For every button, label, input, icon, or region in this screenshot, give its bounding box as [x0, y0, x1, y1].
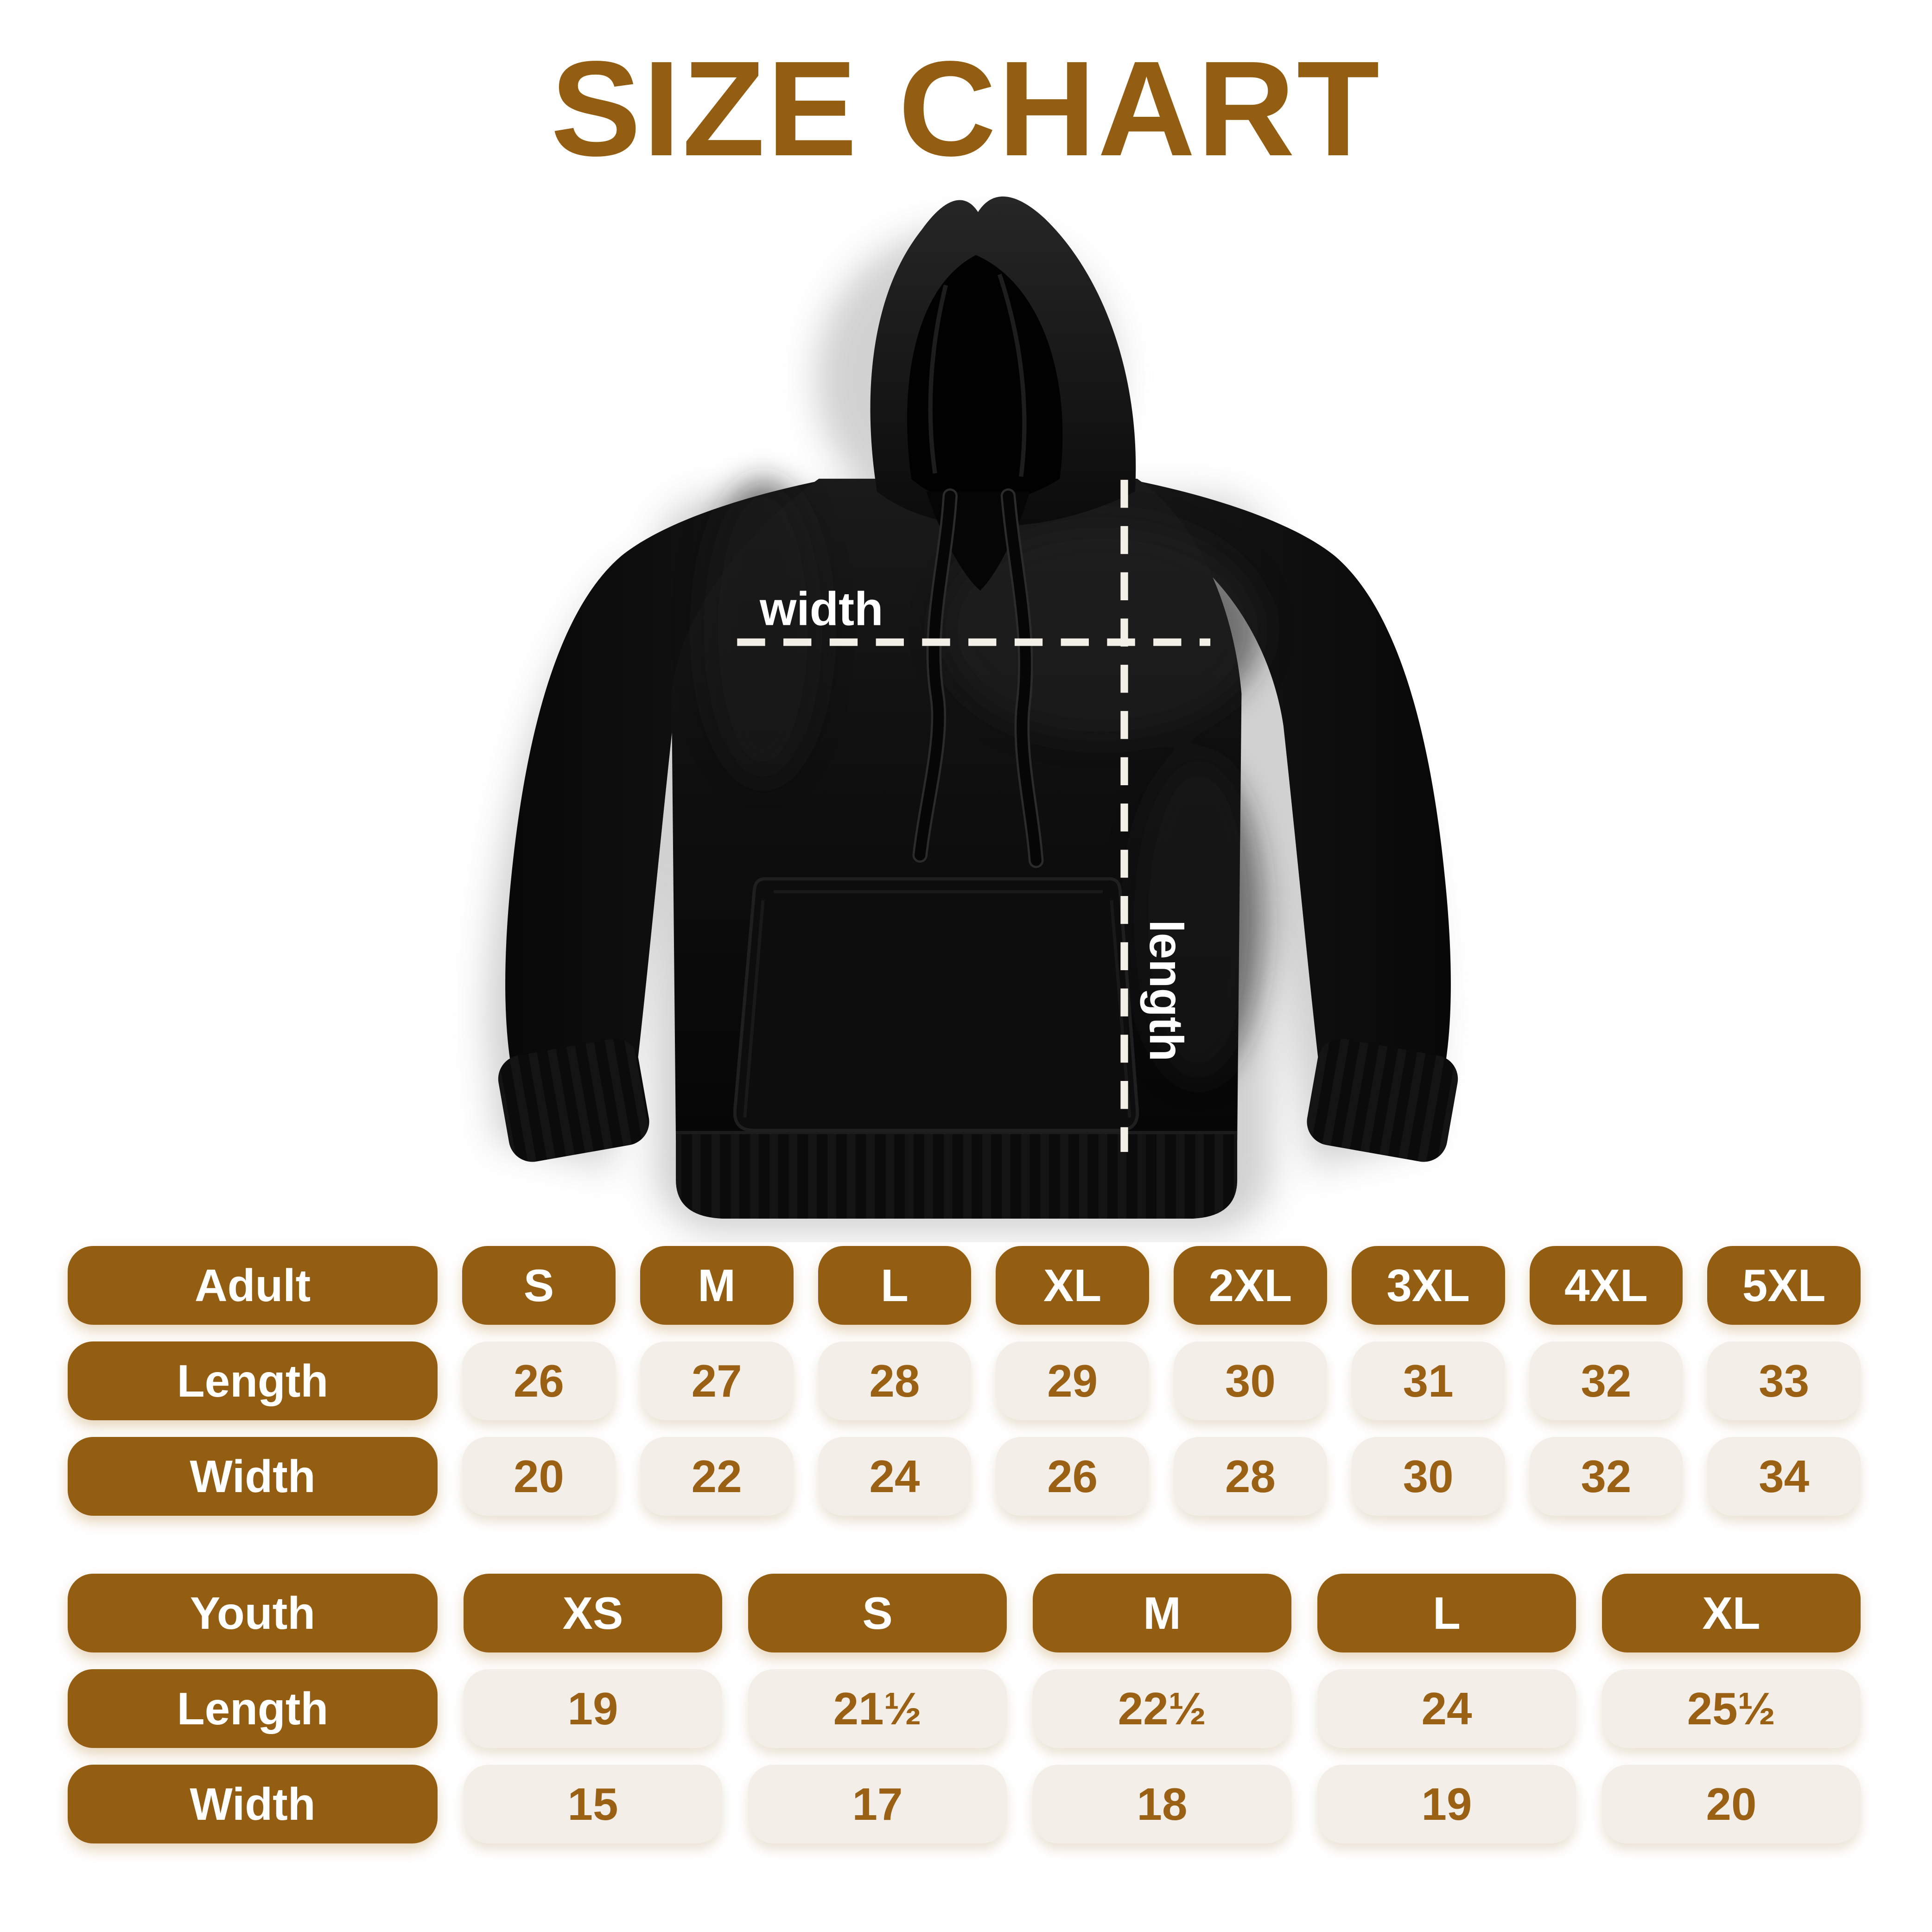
row-label-width: Width	[68, 1765, 438, 1843]
youth-width-row: Width 15 17 18 19 20	[68, 1765, 1861, 1843]
adult-header-row: Adult S M L XL 2XL 3XL 4XL 5XL	[68, 1246, 1861, 1325]
youth-length-row: Length 19 21½ 22½ 24 25½	[68, 1669, 1861, 1748]
adult-table-title: Adult	[68, 1246, 438, 1325]
adult-width-4xl: 32	[1529, 1437, 1683, 1516]
measurement-lines	[737, 480, 1211, 1152]
length-label: length	[1140, 920, 1193, 1061]
youth-length-m: 22½	[1033, 1669, 1291, 1748]
hoodie-cuffs	[498, 1039, 1458, 1162]
adult-length-3xl: 31	[1351, 1341, 1505, 1420]
row-label-length: Length	[68, 1669, 438, 1748]
youth-size-header-l: L	[1317, 1574, 1576, 1652]
youth-width-s: 17	[748, 1765, 1007, 1843]
adult-size-header-m: M	[640, 1246, 794, 1325]
adult-width-m: 22	[640, 1437, 794, 1516]
adult-size-header-3xl: 3XL	[1351, 1246, 1505, 1325]
youth-table-title: Youth	[68, 1574, 438, 1652]
adult-size-header-s: S	[462, 1246, 616, 1325]
adult-width-3xl: 30	[1351, 1437, 1505, 1516]
hoodie-right-sleeve	[1137, 481, 1451, 1094]
youth-header-row: Youth XS S M L XL	[68, 1574, 1861, 1652]
adult-width-l: 24	[818, 1437, 972, 1516]
adult-size-header-5xl: 5XL	[1707, 1246, 1861, 1325]
adult-size-header-4xl: 4XL	[1529, 1246, 1683, 1325]
adult-length-4xl: 32	[1529, 1341, 1683, 1420]
hoodie-image: width length	[485, 196, 1458, 1233]
adult-length-row: Length 26 27 28 29 30 31 32 33	[68, 1341, 1861, 1420]
youth-size-header-xl: XL	[1602, 1574, 1861, 1652]
youth-size-table: Youth XS S M L XL Length 19 21½ 22½ 24 2…	[68, 1574, 1861, 1860]
youth-length-xl: 25½	[1602, 1669, 1861, 1748]
youth-width-m: 18	[1033, 1765, 1291, 1843]
page-title: SIZE CHART	[551, 33, 1381, 184]
adult-length-xl: 29	[996, 1341, 1149, 1420]
youth-length-xs: 19	[464, 1669, 722, 1748]
adult-length-2xl: 30	[1174, 1341, 1327, 1420]
adult-length-m: 27	[640, 1341, 794, 1420]
adult-size-table: Adult S M L XL 2XL 3XL 4XL 5XL Length 26…	[68, 1246, 1861, 1532]
adult-width-xl: 26	[996, 1437, 1149, 1516]
adult-size-header-xl: XL	[996, 1246, 1149, 1325]
adult-length-s: 26	[462, 1341, 616, 1420]
hoodie-pocket	[733, 877, 1139, 1132]
adult-size-header-2xl: 2XL	[1174, 1246, 1327, 1325]
width-label: width	[759, 582, 883, 635]
youth-size-header-s: S	[748, 1574, 1007, 1652]
hoodie-drawstrings	[912, 488, 1044, 868]
hoodie-hem	[676, 1132, 1238, 1219]
youth-width-l: 19	[1317, 1765, 1576, 1843]
hoodie-left-sleeve	[505, 481, 819, 1094]
adult-width-2xl: 28	[1174, 1437, 1327, 1516]
adult-length-l: 28	[818, 1341, 972, 1420]
youth-size-header-xs: XS	[464, 1574, 722, 1652]
youth-width-xs: 15	[464, 1765, 722, 1843]
adult-width-5xl: 34	[1707, 1437, 1861, 1516]
youth-size-header-m: M	[1033, 1574, 1291, 1652]
adult-length-5xl: 33	[1707, 1341, 1861, 1420]
row-label-width: Width	[68, 1437, 438, 1516]
youth-length-s: 21½	[748, 1669, 1007, 1748]
youth-width-xl: 20	[1602, 1765, 1861, 1843]
hood-folds	[928, 273, 1027, 477]
row-label-length: Length	[68, 1341, 438, 1420]
adult-width-row: Width 20 22 24 26 28 30 32 34	[68, 1437, 1861, 1516]
adult-size-header-l: L	[818, 1246, 972, 1325]
adult-width-s: 20	[462, 1437, 616, 1516]
youth-length-l: 24	[1317, 1669, 1576, 1748]
